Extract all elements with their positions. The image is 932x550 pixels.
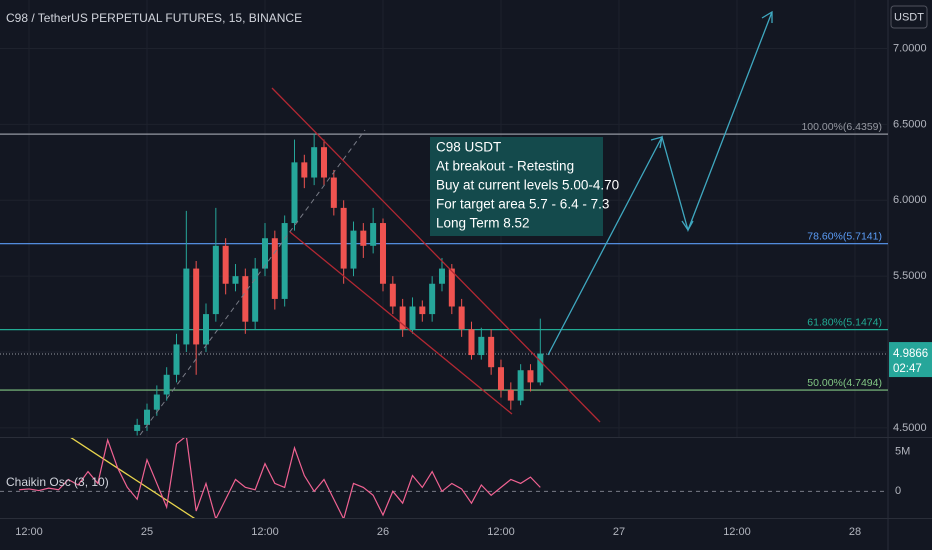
candle-body	[261, 238, 268, 269]
y-tick-label: 5M	[895, 446, 910, 458]
x-tick-label: 12:00	[251, 526, 279, 538]
chart-title: C98 / TetherUS PERPETUAL FUTURES, 15, BI…	[6, 11, 302, 25]
y-tick-label: 6.5000	[893, 118, 927, 130]
y-tick-label: 6.0000	[893, 194, 927, 206]
candle-body	[301, 162, 308, 178]
candle-body	[497, 367, 504, 390]
candle-body	[438, 268, 445, 284]
y-tick-label: 4.5000	[893, 422, 927, 434]
projection-path	[547, 11, 773, 356]
x-tick-label: 12:00	[723, 526, 751, 538]
indicator-title: Chaikin Osc (3, 10)	[6, 475, 109, 489]
candle-body	[173, 344, 180, 375]
fib-label: 78.60%(5.7141)	[807, 230, 882, 242]
candle-body	[458, 306, 465, 330]
candle-body	[271, 238, 278, 299]
x-tick-label: 26	[377, 526, 389, 538]
last-price-tag	[889, 342, 932, 378]
candle-body	[153, 394, 160, 410]
countdown-label: 02:47	[893, 363, 922, 375]
annotation-box: C98 USDT At breakout - Retesting Buy at …	[430, 137, 619, 236]
arrow-head	[681, 220, 694, 232]
candle-body	[409, 306, 416, 330]
oscillator-line	[19, 438, 541, 518]
currency-label[interactable]: USDT	[894, 11, 924, 23]
candle-body	[281, 223, 288, 299]
y-tick-label: 0	[895, 485, 901, 497]
fib-label: 61.80%(5.1474)	[807, 316, 882, 328]
candle-body	[419, 306, 426, 315]
candle-body	[193, 268, 200, 345]
annotation-line: For target area 5.7 - 6.4 - 7.3	[436, 197, 609, 212]
candle-body	[429, 283, 436, 315]
candle-body	[242, 276, 249, 322]
x-tick-label: 28	[849, 526, 861, 538]
candle-body	[340, 207, 347, 269]
candle-body	[330, 177, 337, 208]
candle-body	[311, 147, 318, 178]
fib-label: 100.00%(6.4359)	[801, 121, 882, 133]
candle-body	[488, 336, 495, 368]
candle-body	[537, 353, 544, 383]
candle-body	[527, 370, 534, 383]
candle-body	[370, 223, 377, 246]
candle-body	[183, 268, 190, 345]
x-tick-label: 25	[141, 526, 153, 538]
candle-body	[212, 245, 219, 315]
candle-body	[202, 314, 209, 345]
candle-body	[222, 245, 229, 284]
currency-button[interactable]	[890, 5, 928, 29]
main-pane	[0, 0, 888, 437]
candle-body	[232, 276, 239, 284]
drawings	[139, 10, 773, 436]
x-tick-label: 27	[613, 526, 625, 538]
trend-line	[70, 438, 196, 518]
annotation-background	[430, 137, 603, 236]
annotation-line: At breakout - Retesting	[436, 159, 574, 174]
candle-body	[389, 283, 396, 307]
x-tick-label: 12:00	[15, 526, 43, 538]
candle-body	[350, 230, 357, 269]
candle-body	[507, 389, 514, 401]
annotation-line: Buy at current levels 5.00-4.70	[436, 178, 619, 193]
candle-body	[478, 336, 485, 356]
candle-body	[399, 306, 406, 330]
trend-line	[139, 129, 366, 436]
oscillator-pane	[0, 438, 888, 518]
channel-lower	[289, 231, 513, 415]
annotation-line: Long Term 8.52	[436, 216, 530, 231]
candle-body	[291, 162, 298, 224]
y-tick-label: 5.5000	[893, 270, 927, 282]
x-tick-label: 12:00	[487, 526, 515, 538]
candle-body	[252, 268, 259, 322]
candle-body	[163, 374, 170, 395]
candle-body	[144, 409, 151, 425]
channel-upper	[271, 87, 601, 423]
candle-body	[360, 230, 367, 246]
candle-body	[448, 268, 455, 307]
candle-body	[379, 223, 386, 284]
candle-body	[517, 370, 524, 401]
y-tick-label: 7.0000	[893, 42, 927, 54]
arrow-head	[761, 10, 773, 23]
arrow-head	[650, 136, 663, 149]
candle-body	[468, 329, 475, 356]
candle-body	[134, 424, 141, 431]
candle-body	[320, 147, 327, 178]
annotation-line: C98 USDT	[436, 140, 501, 155]
fib-label: 50.00%(4.7494)	[807, 377, 882, 389]
last-price-label: 4.9866	[893, 348, 928, 360]
